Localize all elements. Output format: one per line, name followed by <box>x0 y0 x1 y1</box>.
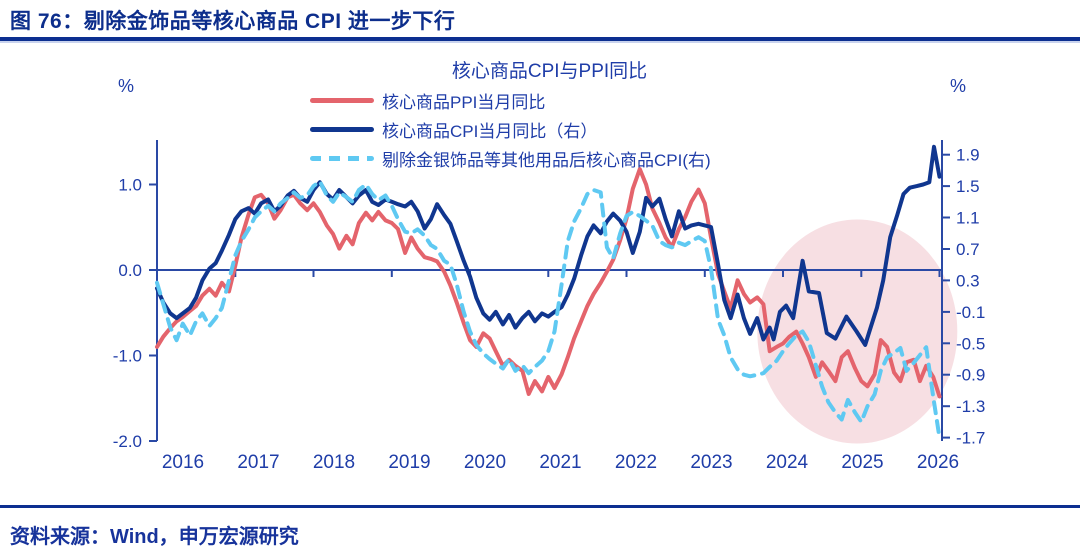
figure-title: 图 76：剔除金饰品等核心商品 CPI 进一步下行 <box>10 10 456 33</box>
right-axis-unit: % <box>950 76 966 96</box>
legend-swatch-cpi-excl-dashed-line <box>310 156 374 161</box>
right-axis-tick-label: 0.3 <box>956 271 980 290</box>
legend-item-cpi: 核心商品CPI当月同比（右） <box>310 115 711 144</box>
chart-legend: 核心商品PPI当月同比 核心商品CPI当月同比（右） 剔除金银饰品等其他用品后核… <box>310 86 711 173</box>
x-axis-label-2019: 2019 <box>388 452 430 473</box>
x-axis-label-2017: 2017 <box>237 452 279 473</box>
right-axis-tick-label: -0.9 <box>956 366 985 385</box>
legend-label-cpi-excl-jewelry: 剔除金银饰品等其他用品后核心商品CPI(右) <box>382 151 711 170</box>
x-axis-label-2023: 2023 <box>690 452 732 473</box>
x-axis-label-2016: 2016 <box>162 452 204 473</box>
legend-swatch-ppi-line <box>310 98 374 103</box>
source-note: 资料来源：Wind，申万宏源研究 <box>10 526 299 548</box>
x-axis-label-2022: 2022 <box>615 452 657 473</box>
left-axis-tick-label: 1.0 <box>118 176 142 195</box>
left-axis-tick-label: 0.0 <box>118 261 142 280</box>
legend-label-ppi: 核心商品PPI当月同比 <box>382 93 546 112</box>
right-axis-tick-label: -1.7 <box>956 429 985 448</box>
legend-item-cpi-excl-jewelry: 剔除金银饰品等其他用品后核心商品CPI(右) <box>310 144 711 173</box>
x-axis-label-2020: 2020 <box>464 452 506 473</box>
right-axis-tick-label: 0.7 <box>956 240 980 259</box>
legend-label-cpi: 核心商品CPI当月同比（右） <box>382 122 598 141</box>
left-axis-tick-label: -2.0 <box>113 432 142 451</box>
chart-title: 核心商品CPI与PPI同比 <box>451 61 648 82</box>
right-axis-tick-label: -0.5 <box>956 334 985 353</box>
right-axis-tick-label: 1.1 <box>956 209 980 228</box>
right-axis-tick-label: 1.9 <box>956 146 980 165</box>
right-axis-tick-label: -0.1 <box>956 303 985 322</box>
legend-swatch-cpi-line <box>310 127 374 132</box>
x-axis-label-2021: 2021 <box>539 452 581 473</box>
bottom-rule <box>0 505 1080 508</box>
x-axis-label-2026: 2026 <box>917 452 959 473</box>
series-line-2 <box>155 179 942 440</box>
legend-item-ppi: 核心商品PPI当月同比 <box>310 86 711 115</box>
right-axis-tick-label: 1.5 <box>956 177 980 196</box>
right-axis-tick-label: -1.3 <box>956 397 985 416</box>
left-axis-tick-label: -1.0 <box>113 347 142 366</box>
x-axis-label-2024: 2024 <box>766 452 809 473</box>
x-axis-label-2018: 2018 <box>313 452 355 473</box>
x-axis-label-2025: 2025 <box>841 452 883 473</box>
left-axis-unit: % <box>118 76 134 96</box>
title-rule <box>0 37 1080 43</box>
